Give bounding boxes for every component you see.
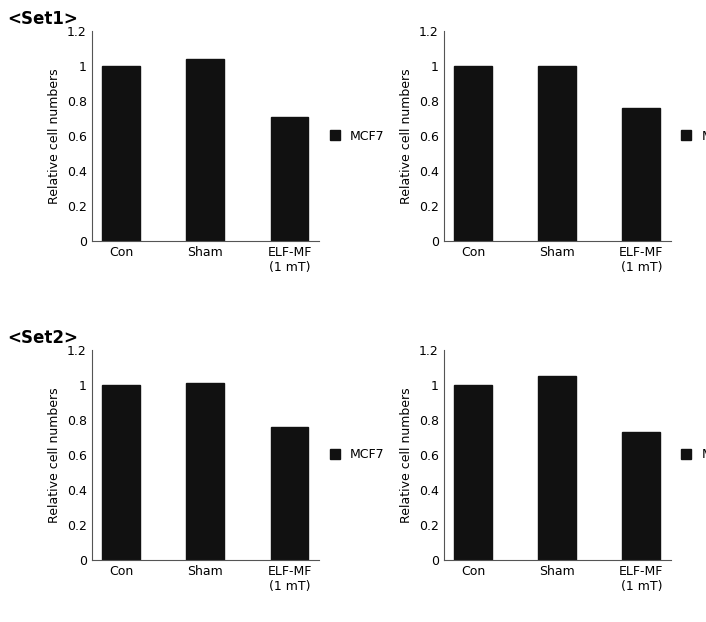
Y-axis label: Relative cell numbers: Relative cell numbers: [49, 387, 61, 522]
Bar: [186, 383, 225, 560]
Bar: [270, 117, 309, 241]
Bar: [102, 66, 140, 241]
Bar: [270, 427, 309, 560]
Bar: [538, 66, 576, 241]
Bar: [102, 385, 140, 560]
Bar: [454, 66, 492, 241]
Legend: MCF7: MCF7: [330, 448, 384, 462]
Y-axis label: Relative cell numbers: Relative cell numbers: [400, 68, 413, 204]
Bar: [623, 432, 660, 560]
Bar: [454, 385, 492, 560]
Legend: MCF7: MCF7: [330, 129, 384, 142]
Y-axis label: Relative cell numbers: Relative cell numbers: [400, 387, 413, 522]
Bar: [538, 376, 576, 560]
Bar: [623, 108, 660, 241]
Text: <Set1>: <Set1>: [7, 10, 78, 28]
Bar: [186, 59, 225, 241]
Text: <Set2>: <Set2>: [7, 329, 78, 347]
Y-axis label: Relative cell numbers: Relative cell numbers: [49, 68, 61, 204]
Legend: MCF10A: MCF10A: [681, 129, 706, 142]
Legend: MCF10A: MCF10A: [681, 448, 706, 462]
